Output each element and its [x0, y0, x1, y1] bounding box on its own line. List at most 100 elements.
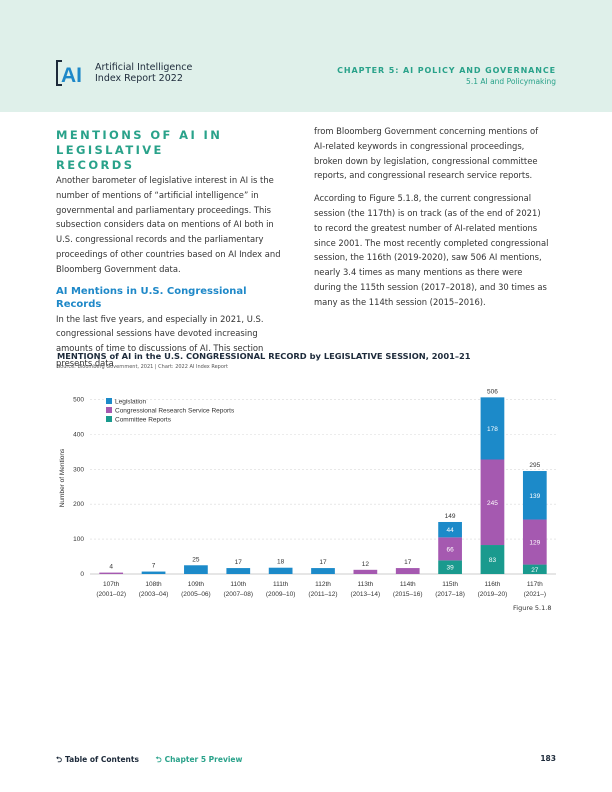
y-tick-label: 300	[73, 466, 84, 473]
data-label: 39	[446, 565, 454, 572]
page-header: AI Artificial Intelligence Index Report …	[0, 0, 612, 112]
data-label: 178	[487, 426, 498, 433]
bar-segment	[522, 564, 547, 574]
x-tick-sublabel: (2017–18)	[435, 591, 465, 598]
x-tick-label: 116th	[485, 581, 501, 588]
figure-label: Figure 5.1.8	[513, 604, 552, 612]
x-tick-label: 113th	[357, 581, 373, 588]
total-label: 12	[362, 561, 370, 568]
x-tick-sublabel: (2001–02)	[96, 591, 126, 598]
total-label: 18	[277, 559, 285, 566]
x-tick-label: 110th	[230, 581, 246, 588]
data-label: 27	[531, 567, 539, 574]
y-tick-label: 400	[73, 431, 84, 438]
data-label: 66	[446, 546, 454, 553]
data-label: 44	[446, 527, 454, 534]
toc-link[interactable]: ⮌ Table of Contents	[56, 755, 139, 764]
x-tick-sublabel: (2007–08)	[223, 591, 253, 598]
data-label: 129	[529, 540, 540, 547]
page-number: 183	[540, 754, 556, 763]
paragraph-3: from Bloomberg Government concerning men…	[314, 126, 539, 181]
ai-index-logo: AI	[56, 60, 82, 86]
x-tick-label: 111th	[273, 581, 289, 588]
x-tick-label: 114th	[400, 581, 416, 588]
section-heading: MENTIONS OF AI IN LEGISLATIVE RECORDS	[56, 128, 291, 173]
chapter-info: CHAPTER 5: AI POLICY AND GOVERNANCE 5.1 …	[337, 66, 556, 86]
y-axis-label: Number of Mentions	[59, 448, 66, 507]
total-label: 4	[109, 564, 113, 571]
legend-label: Committee Reports	[115, 417, 172, 424]
x-tick-sublabel: (2015–16)	[393, 591, 423, 598]
bar-segment	[99, 572, 124, 574]
x-tick-sublabel: (2021–)	[524, 591, 546, 598]
total-label: 17	[319, 559, 327, 566]
data-label: 245	[487, 500, 498, 507]
bar-segment	[438, 560, 462, 574]
y-tick-label: 100	[73, 536, 84, 543]
section-heading-line2: RECORDS	[56, 158, 135, 172]
bar-segment	[522, 519, 547, 565]
x-tick-sublabel: (2011–12)	[308, 591, 337, 598]
bar-segment	[438, 537, 462, 561]
data-label: 139	[529, 493, 540, 500]
total-label: 149	[445, 513, 456, 520]
right-column: from Bloomberg Government concerning men…	[314, 124, 549, 318]
x-tick-sublabel: (2019–20)	[478, 591, 508, 598]
section-title: 5.1 AI and Policymaking	[466, 77, 556, 86]
bar-segment	[480, 545, 505, 574]
bar-segment	[141, 571, 166, 574]
legend-label: Congressional Research Service Reports	[115, 408, 235, 415]
bar-segment	[480, 459, 505, 546]
section-heading-line1: MENTIONS OF AI IN LEGISLATIVE	[56, 128, 223, 157]
data-label: 83	[489, 557, 497, 564]
x-tick-sublabel: (2003–04)	[139, 591, 169, 598]
bar-segment	[438, 521, 462, 538]
total-label: 295	[529, 462, 540, 469]
bar-segment	[226, 568, 251, 574]
intro-paragraph: Another barometer of legislative interes…	[56, 175, 281, 274]
total-label: 17	[235, 559, 243, 566]
y-tick-label: 500	[73, 396, 84, 403]
toc-link-label: Table of Contents	[65, 755, 139, 764]
chapter-title: CHAPTER 5: AI POLICY AND GOVERNANCE	[337, 66, 556, 75]
x-tick-label: 115th	[442, 581, 458, 588]
total-label: 17	[404, 559, 412, 566]
bar-segment	[353, 569, 378, 574]
report-name: Artificial Intelligence Index Report 202…	[95, 62, 192, 84]
paragraph-4: According to Figure 5.1.8, the current c…	[314, 193, 549, 307]
chart-title: MENTIONS of AI in the U.S. CONGRESSIONAL…	[57, 351, 471, 361]
report-name-line2: Index Report 2022	[95, 73, 183, 84]
subsection-heading: AI Mentions in U.S. Congressional Record…	[56, 285, 247, 310]
x-tick-label: 117th	[527, 581, 543, 588]
total-label: 506	[487, 388, 498, 395]
bar-segment	[480, 397, 505, 460]
paragraph-2: In the last five years, and especially i…	[56, 313, 264, 368]
bar-segment	[522, 471, 547, 520]
bar-segment	[184, 565, 208, 574]
left-column: MENTIONS OF AI IN LEGISLATIVE RECORDS An…	[56, 124, 291, 379]
x-tick-label: 107th	[103, 581, 120, 588]
legend-label: Legislation	[115, 399, 146, 406]
total-label: 25	[192, 556, 200, 563]
x-tick-sublabel: (2005–06)	[181, 591, 211, 598]
return-arrow-icon: ⮌	[155, 755, 162, 764]
chapter-preview-label: Chapter 5 Preview	[164, 755, 243, 764]
return-arrow-icon: ⮌	[56, 755, 63, 764]
bar-segment	[311, 568, 335, 574]
x-tick-sublabel: (2013–14)	[351, 591, 381, 598]
total-label: 7	[152, 563, 156, 570]
y-tick-label: 200	[73, 501, 84, 508]
legend-swatch	[106, 398, 112, 404]
stacked-bar-chart: Number of Mentions 0 100 200 300 400 500 4 107th…	[59, 388, 556, 598]
x-tick-label: 109th	[188, 581, 205, 588]
x-tick-label: 108th	[145, 581, 162, 588]
chapter-preview-link[interactable]: ⮌ Chapter 5 Preview	[156, 755, 243, 764]
legend-swatch	[106, 407, 112, 413]
logo-letters: AI	[61, 64, 82, 86]
footer-nav: ⮌ Table of Contents ⮌ Chapter 5 Preview	[56, 754, 256, 767]
x-tick-sublabel: (2009–10)	[266, 591, 296, 598]
bar-segment	[395, 568, 420, 574]
legend-swatch	[106, 416, 112, 422]
bar-segment	[268, 567, 293, 574]
y-tick-label: 0	[80, 571, 84, 578]
